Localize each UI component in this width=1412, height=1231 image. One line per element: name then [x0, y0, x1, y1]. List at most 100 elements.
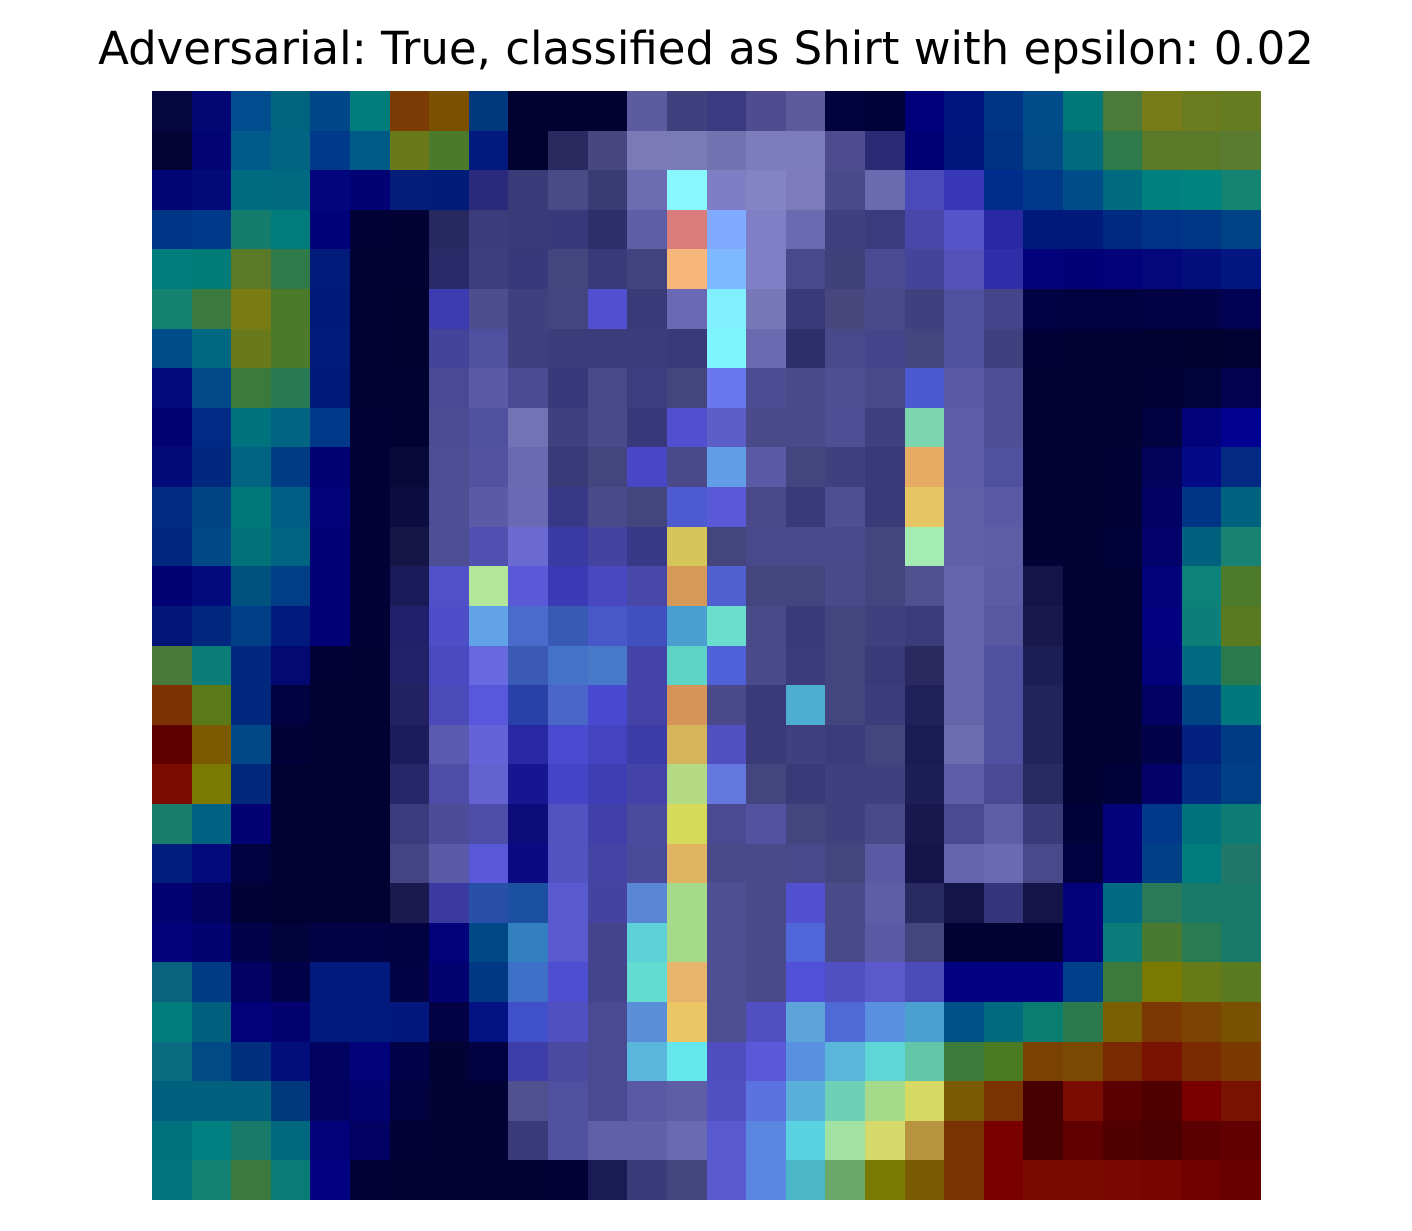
heatmap-cell	[310, 407, 351, 448]
heatmap-cell	[231, 962, 271, 1002]
heatmap-cell	[944, 605, 984, 646]
heatmap-cell	[508, 685, 549, 725]
heatmap-cell	[1142, 883, 1182, 923]
heatmap-cell	[944, 724, 984, 765]
heatmap-cell	[191, 883, 232, 923]
heatmap-cell	[1181, 685, 1222, 725]
heatmap-cell	[1221, 922, 1261, 963]
heatmap-cell	[152, 526, 192, 567]
heatmap-cell	[864, 407, 905, 448]
heatmap-cell	[706, 1041, 747, 1082]
heatmap-cell	[587, 91, 628, 131]
heatmap-cell	[231, 685, 271, 725]
heatmap-cell	[627, 289, 667, 329]
heatmap-cell	[864, 922, 905, 963]
heatmap-cell	[785, 1160, 826, 1200]
heatmap-cell	[983, 566, 1024, 606]
heatmap-cell	[1142, 447, 1182, 488]
heatmap-cell	[666, 1120, 707, 1161]
heatmap-cell	[983, 645, 1024, 686]
heatmap-cell	[231, 487, 271, 527]
heatmap-cell	[864, 209, 905, 250]
heatmap-cell	[389, 289, 430, 329]
heatmap-cell	[270, 209, 311, 250]
heatmap-cell	[1062, 328, 1103, 369]
heatmap-cell	[785, 289, 826, 329]
heatmap-cell	[389, 487, 430, 527]
heatmap-cell	[270, 91, 311, 131]
heatmap-cell	[270, 447, 311, 488]
heatmap-cell	[429, 922, 469, 963]
heatmap-cell	[1023, 566, 1063, 606]
heatmap-cell	[706, 922, 747, 963]
heatmap-cell	[1102, 1120, 1143, 1161]
heatmap-cell	[706, 566, 747, 606]
heatmap-cell	[191, 1041, 232, 1082]
heatmap-cell	[350, 605, 390, 646]
heatmap-cell	[310, 368, 351, 408]
heatmap-cell	[1023, 645, 1063, 686]
heatmap-cell	[350, 1160, 390, 1200]
heatmap-cell	[944, 764, 984, 804]
heatmap-cell	[904, 1041, 945, 1082]
heatmap-cell	[1142, 209, 1182, 250]
heatmap-cell	[587, 685, 628, 725]
heatmap-cell	[983, 249, 1024, 290]
heatmap-cell	[270, 407, 311, 448]
heatmap-cell	[587, 487, 628, 527]
heatmap-cell	[1181, 407, 1222, 448]
heatmap-cell	[785, 1081, 826, 1121]
heatmap-cell	[310, 487, 351, 527]
heatmap-cell	[825, 685, 865, 725]
heatmap-cell	[1062, 91, 1103, 131]
heatmap-cell	[587, 526, 628, 567]
heatmap-cell	[231, 91, 271, 131]
heatmap-cell	[983, 803, 1024, 844]
heatmap-cell	[627, 487, 667, 527]
heatmap-cell	[350, 249, 390, 290]
heatmap-cell	[944, 447, 984, 488]
heatmap-cell	[983, 1081, 1024, 1121]
heatmap-cell	[508, 209, 549, 250]
heatmap-cell	[587, 605, 628, 646]
heatmap-cell	[1142, 328, 1182, 369]
heatmap-cell	[1102, 209, 1143, 250]
heatmap-cell	[350, 843, 390, 884]
heatmap-cell	[270, 1120, 311, 1161]
heatmap-cell	[864, 566, 905, 606]
heatmap-cell	[627, 724, 667, 765]
heatmap-cell	[864, 962, 905, 1002]
heatmap-cell	[746, 883, 786, 923]
heatmap-cell	[310, 91, 351, 131]
heatmap-cell	[627, 526, 667, 567]
heatmap-cell	[1181, 368, 1222, 408]
heatmap-cell	[746, 447, 786, 488]
heatmap-cell	[191, 130, 232, 171]
heatmap-cell	[864, 526, 905, 567]
heatmap-cell	[1181, 1001, 1222, 1042]
heatmap-cell	[864, 487, 905, 527]
heatmap-cell	[429, 685, 469, 725]
heatmap-cell	[627, 1081, 667, 1121]
heatmap-cell	[904, 328, 945, 369]
heatmap-cell	[666, 566, 707, 606]
heatmap-cell	[825, 407, 865, 448]
heatmap-cell	[1221, 289, 1261, 329]
heatmap-cell	[666, 209, 707, 250]
heatmap-cell	[231, 645, 271, 686]
heatmap-cell	[1142, 170, 1182, 210]
heatmap-cell	[864, 645, 905, 686]
heatmap-cell	[548, 289, 588, 329]
heatmap-cell	[152, 170, 192, 210]
heatmap-cell	[746, 209, 786, 250]
heatmap-cell	[468, 605, 509, 646]
heatmap-cell	[310, 1041, 351, 1082]
heatmap-cell	[666, 1160, 707, 1200]
heatmap-cell	[1221, 368, 1261, 408]
heatmap-cell	[468, 1120, 509, 1161]
heatmap-cell	[389, 526, 430, 567]
heatmap-cell	[706, 249, 747, 290]
heatmap-cell	[627, 328, 667, 369]
heatmap-cell	[508, 487, 549, 527]
heatmap-cell	[706, 130, 747, 171]
